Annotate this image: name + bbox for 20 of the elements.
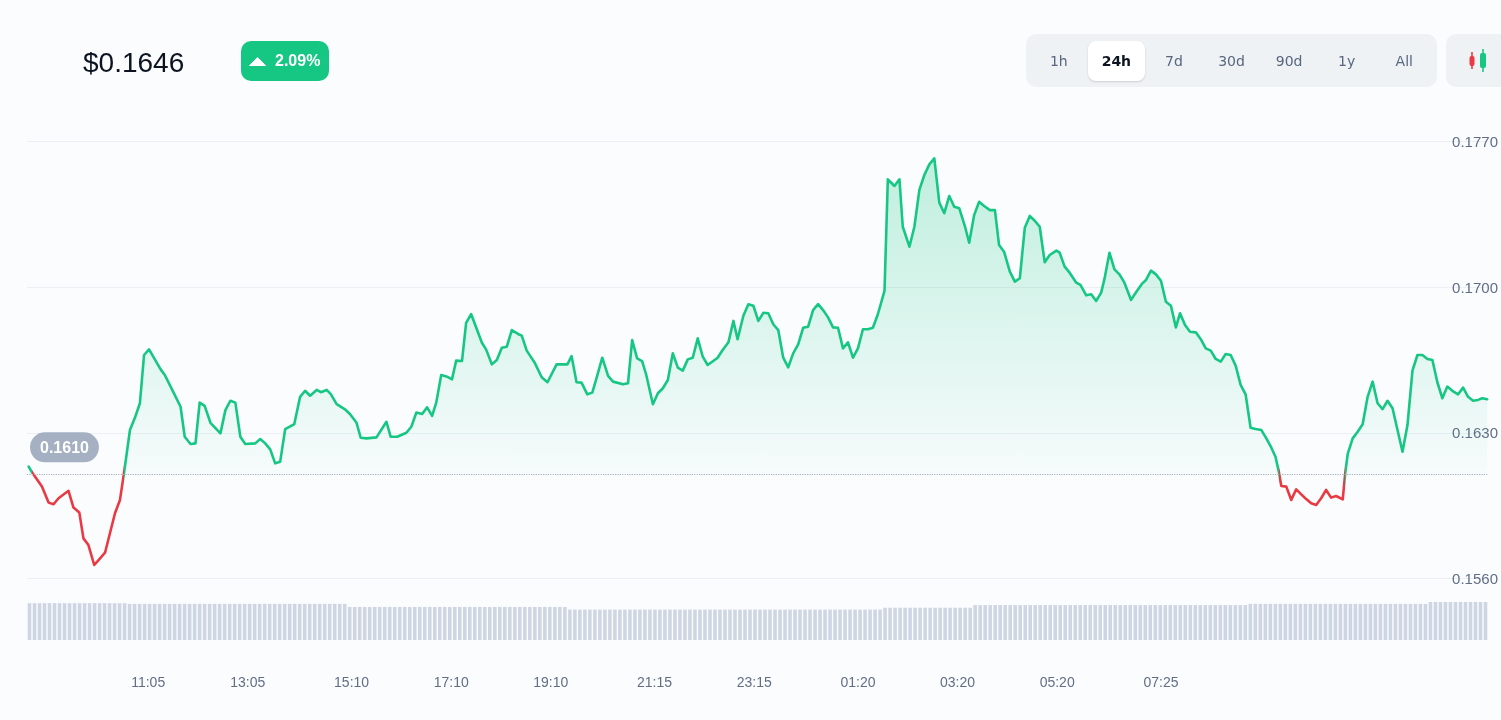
x-tick-label: 23:15 xyxy=(736,674,772,691)
x-tick-label: 19:10 xyxy=(533,674,569,691)
x-tick-label: 05:20 xyxy=(1039,674,1075,691)
x-tick-label: 03:20 xyxy=(940,674,976,691)
y-tick-label: 0.1630 xyxy=(1452,424,1498,442)
x-tick-label: 11:05 xyxy=(131,674,166,691)
x-tick-label: 17:10 xyxy=(433,674,469,691)
tab-bar: 1h 24h 7d 30d 90d 1y All xyxy=(1026,34,1437,87)
ref-line-label: 0.1610 xyxy=(40,438,90,456)
y-tick-label: 0.1560 xyxy=(1452,569,1498,587)
x-tick-label: 01:20 xyxy=(840,674,876,691)
chart-subtitle: 2.09% xyxy=(275,52,321,70)
badge: 2.09% xyxy=(241,41,330,81)
chart-title: $0.1646 xyxy=(83,46,185,80)
x-tick-label: 07:25 xyxy=(1143,674,1179,691)
y-tick-label: 0.1700 xyxy=(1452,278,1498,296)
x-tick-label: 13:05 xyxy=(230,674,266,691)
x-tick-label: 15:10 xyxy=(334,674,370,691)
y-tick-label: 0.1770 xyxy=(1452,133,1498,151)
x-tick-label: 21:15 xyxy=(637,674,673,691)
